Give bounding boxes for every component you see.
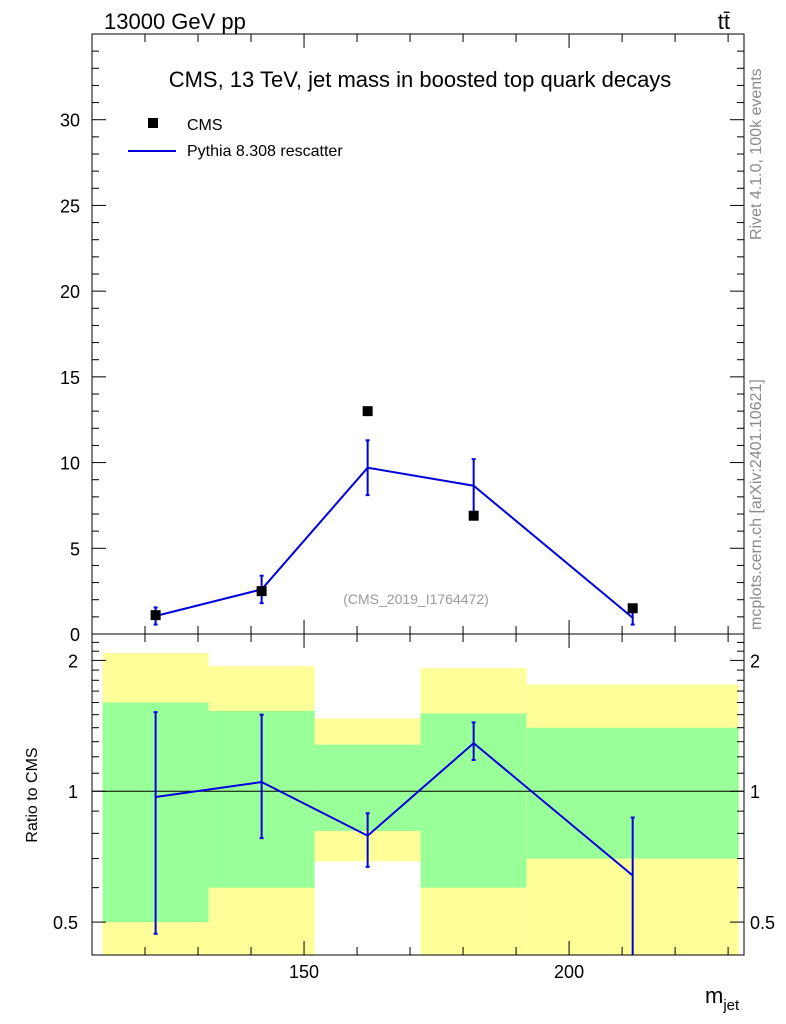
x-tick-label: 200 — [554, 962, 584, 982]
ratio-y-tick-label-left: 0.5 — [53, 913, 78, 933]
chart-title: CMS, 13 TeV, jet mass in boosted top qua… — [169, 67, 672, 92]
main-panel: 0 5 10 15 20 25 30 CMS, 13 TeV, jet mass in bo… — [60, 33, 745, 645]
x-axis-label-main: m — [705, 983, 723, 1008]
ratio-y-tick-label-right: 1 — [750, 782, 760, 802]
rivet-label: Rivet 4.1.0, 100k events — [748, 68, 765, 240]
ratio-frame — [91, 633, 745, 956]
main-y-tick-label: 30 — [60, 111, 80, 131]
watermark-label: (CMS_2019_I1764472) — [343, 591, 489, 607]
legend-marker-cms — [148, 118, 158, 128]
x-tick-label: 150 — [289, 962, 319, 982]
legend-label-cms: CMS — [187, 117, 223, 134]
main-y-tick-label: 10 — [60, 454, 80, 474]
mcplots-label: mcplots.cern.ch [arXiv:2401.10621] — [748, 379, 765, 630]
main-marks — [150, 406, 638, 626]
x-axis-label-sub: jet — [722, 997, 740, 1014]
ratio-y-tick-label-left: 2 — [68, 651, 78, 671]
main-y-tick-label: 0 — [70, 625, 80, 645]
main-y-tick-label: 20 — [60, 282, 80, 302]
main-y-tick-label: 5 — [70, 539, 80, 559]
ratio-ylabel: Ratio to CMS — [24, 747, 41, 842]
x-axis-label: mjet — [705, 983, 740, 1014]
ratio-panel: 150 200 0.5 0.5 1 1 2 2 Ratio to CMS mjet — [24, 633, 775, 1014]
cms-point-4 — [468, 510, 479, 521]
cms-point-3 — [362, 406, 373, 417]
legend: CMS Pythia 8.308 rescatter — [128, 117, 343, 160]
cms-point-1 — [150, 610, 161, 621]
energy-label: 13000 GeV pp — [104, 9, 246, 34]
main-y-tick-label: 25 — [60, 196, 80, 216]
ratio-y-tick-label-right: 0.5 — [750, 913, 775, 933]
ratio-axes: 150 200 0.5 0.5 1 1 2 2 — [53, 633, 775, 982]
main-axes: 0 5 10 15 20 25 30 — [60, 33, 745, 645]
ratio-marks — [92, 711, 744, 955]
ratio-bands — [102, 652, 739, 955]
main-y-tick-label: 15 — [60, 368, 80, 388]
ratio-y-tick-label-right: 2 — [750, 651, 760, 671]
ratio-y-tick-label-left: 1 — [68, 782, 78, 802]
legend-label-pythia: Pythia 8.308 rescatter — [187, 143, 343, 160]
cms-point-2 — [256, 586, 267, 597]
cms-point-5 — [627, 603, 638, 614]
process-label: tt̄ — [718, 9, 730, 34]
